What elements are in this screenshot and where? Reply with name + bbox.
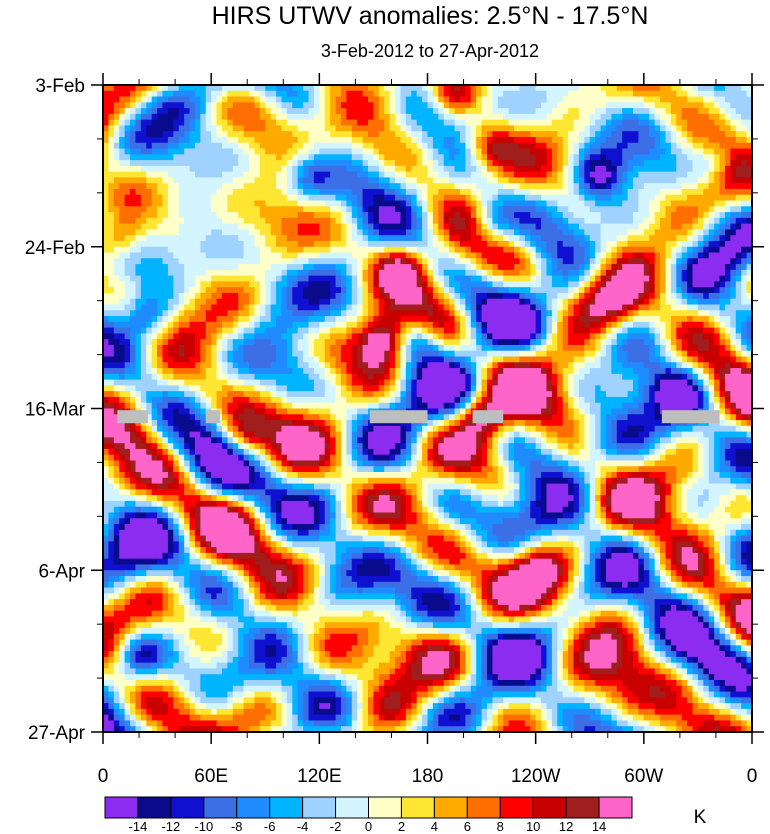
y-tick-label: 24-Feb [25, 238, 85, 259]
missing-data-layer [117, 410, 720, 424]
colorbar-swatch [236, 796, 271, 819]
colorbar-label: -4 [297, 819, 309, 834]
colorbar-label: -8 [231, 819, 243, 834]
chart-subtitle: 3-Feb-2012 to 27-Apr-2012 [321, 41, 539, 61]
missing-data-segment [661, 410, 720, 424]
x-tick-label: 120E [297, 766, 341, 787]
axes: 0 60E 120E 180 120W 60W 0 3-Feb 24-Feb 16-Mar 6-Ap… [25, 73, 764, 787]
colorbar-label: 6 [464, 819, 471, 834]
y-tick-label: 27-Apr [28, 723, 86, 744]
colorbar-swatch [466, 796, 501, 819]
x-tick-label: 60E [194, 766, 228, 787]
colorbar-swatch [302, 796, 337, 819]
chart-title: HIRS UTWV anomalies: 2.5°N - 17.5°N [212, 2, 649, 30]
colorbar-swatch [269, 796, 304, 819]
colorbar-label: 10 [526, 819, 540, 834]
colorbar-swatch [104, 796, 139, 819]
colorbar-swatch [400, 796, 435, 819]
x-tick-label: 0 [98, 766, 109, 787]
colorbar-label: 2 [398, 819, 405, 834]
colorbar-swatch [203, 796, 238, 819]
colorbar-label: -6 [264, 819, 276, 834]
colorbar-label: 12 [559, 819, 573, 834]
colorbar-swatch [565, 796, 600, 819]
heatmap-field [103, 85, 752, 732]
colorbar-label: 0 [365, 819, 372, 834]
colorbar-label: 8 [497, 819, 504, 834]
y-tick-label: 16-Mar [25, 400, 86, 421]
colorbar-swatch [598, 796, 633, 819]
x-tick-label: 180 [412, 766, 444, 787]
x-tick-label: 120W [511, 766, 561, 787]
colorbar-label: -14 [129, 819, 148, 834]
colorbar-swatch [499, 796, 534, 819]
colorbar-label: -10 [194, 819, 213, 834]
colorbar-swatch [335, 796, 369, 819]
x-tick-label: 60W [624, 766, 663, 787]
colorbar-unit: K [694, 807, 707, 828]
colorbar-label: 4 [431, 819, 438, 834]
missing-data-segment [369, 410, 428, 424]
missing-data-segment [205, 410, 221, 424]
colorbar: -14 -12 -10 -8 -6 -4 -2 0 2 4 6 8 10 12 14 [104, 796, 633, 834]
colorbar-label: -12 [161, 819, 180, 834]
y-tick-label: 3-Feb [35, 76, 85, 97]
colorbar-swatch [532, 796, 567, 819]
missing-data-segment [472, 410, 504, 424]
y-tick-label: 6-Apr [39, 561, 86, 582]
colorbar-swatch [368, 796, 402, 819]
colorbar-label: 14 [592, 819, 606, 834]
colorbar-label: -2 [330, 819, 342, 834]
x-tick-label: 0 [747, 766, 758, 787]
colorbar-swatch [137, 796, 172, 819]
colorbar-swatch [433, 796, 468, 819]
missing-data-segment [117, 410, 149, 424]
colorbar-swatch [170, 796, 205, 819]
